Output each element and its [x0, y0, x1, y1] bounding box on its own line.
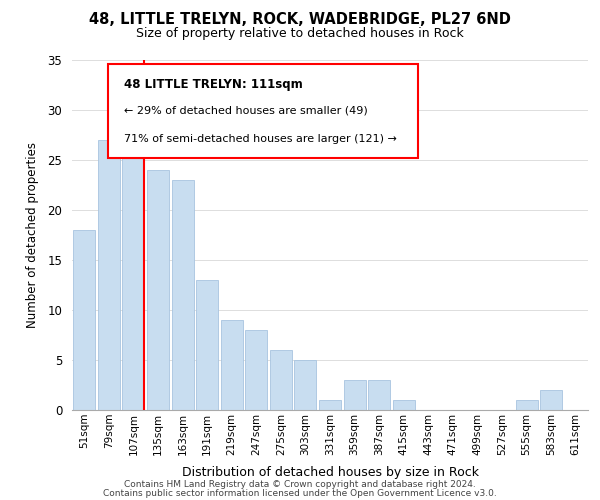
Bar: [319, 400, 341, 410]
FancyBboxPatch shape: [108, 64, 418, 158]
Bar: [295, 360, 316, 410]
Y-axis label: Number of detached properties: Number of detached properties: [26, 142, 39, 328]
Text: 48 LITTLE TRELYN: 111sqm: 48 LITTLE TRELYN: 111sqm: [124, 78, 302, 90]
Bar: [221, 320, 243, 410]
Bar: [196, 280, 218, 410]
Bar: [344, 380, 365, 410]
Bar: [540, 390, 562, 410]
Bar: [270, 350, 292, 410]
Text: 71% of semi-detached houses are larger (121) →: 71% of semi-detached houses are larger (…: [124, 134, 397, 143]
Bar: [392, 400, 415, 410]
Text: Size of property relative to detached houses in Rock: Size of property relative to detached ho…: [136, 28, 464, 40]
Text: Contains public sector information licensed under the Open Government Licence v3: Contains public sector information licen…: [103, 488, 497, 498]
Bar: [368, 380, 390, 410]
Bar: [515, 400, 538, 410]
Text: Contains HM Land Registry data © Crown copyright and database right 2024.: Contains HM Land Registry data © Crown c…: [124, 480, 476, 489]
Text: 48, LITTLE TRELYN, ROCK, WADEBRIDGE, PL27 6ND: 48, LITTLE TRELYN, ROCK, WADEBRIDGE, PL2…: [89, 12, 511, 28]
Bar: [172, 180, 194, 410]
Bar: [122, 140, 145, 410]
Bar: [98, 140, 120, 410]
Text: ← 29% of detached houses are smaller (49): ← 29% of detached houses are smaller (49…: [124, 106, 367, 116]
Bar: [147, 170, 169, 410]
Bar: [73, 230, 95, 410]
X-axis label: Distribution of detached houses by size in Rock: Distribution of detached houses by size …: [182, 466, 479, 479]
Bar: [245, 330, 268, 410]
